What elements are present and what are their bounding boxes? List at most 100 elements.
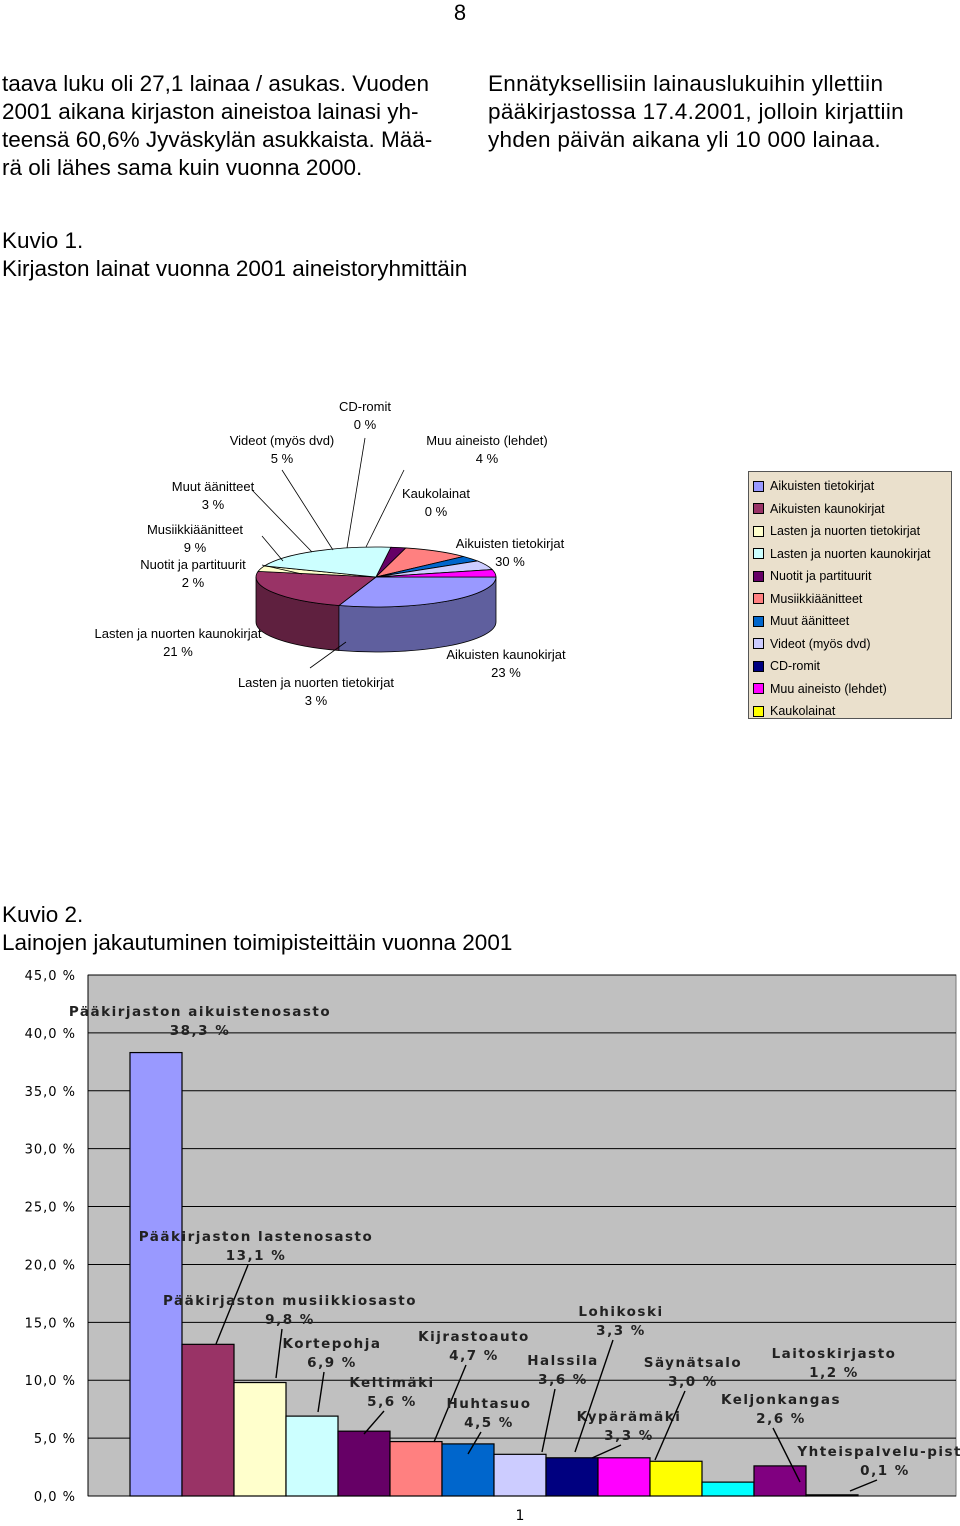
bar-label-value: 3,3 % <box>604 1428 654 1444</box>
legend-item: Muu aineisto (lehdet) <box>753 678 951 701</box>
y-tick-label: 40,0 % <box>25 1027 76 1042</box>
text-line: 2001 aikana kirjaston aineistoa lainasi … <box>2 99 419 124</box>
figure1-title: Kirjaston lainat vuonna 2001 aineistoryh… <box>2 256 468 281</box>
pie-leader-line <box>261 535 284 562</box>
bar-label-name: Keljonkangas <box>721 1392 841 1408</box>
bar <box>753 1465 807 1497</box>
bar <box>389 1440 443 1497</box>
legend-swatch <box>753 593 764 605</box>
text-line: Ennätyksellisiin lainauslukuihin ylletti… <box>488 71 884 96</box>
pie-slice <box>375 569 497 578</box>
legend-swatch <box>753 660 764 672</box>
bar-label-value: 2,6 % <box>756 1411 806 1427</box>
bar <box>545 1457 599 1497</box>
pie-label-value: 30 % <box>495 554 525 569</box>
bar <box>597 1457 651 1497</box>
y-tick-label: 20,0 % <box>25 1258 76 1273</box>
bar-label-name: Kijrastoauto <box>418 1329 530 1345</box>
pie-label-name: Muut äänitteet <box>172 479 255 494</box>
text-line: yhden päivän aikana yli 10 000 lainaa. <box>488 127 881 152</box>
bar-label-leader <box>215 1264 249 1345</box>
pie-leader-line <box>346 437 366 549</box>
legend-item: Lasten ja nuorten kaunokirjat <box>753 543 951 566</box>
text-line: taava luku oli 27,1 lainaa / asukas. Vuo… <box>2 71 429 96</box>
pie-leader-line <box>309 641 347 669</box>
pie-label-name: Lasten ja nuorten tietokirjat <box>238 675 394 690</box>
bar-label-value: 13,1 % <box>226 1248 287 1264</box>
legend-item: CD-romit <box>753 655 951 678</box>
legend-label: Lasten ja nuorten kaunokirjat <box>770 546 931 561</box>
pie-label-name: CD-romit <box>339 399 391 414</box>
pie-label-name: Videot (myös dvd) <box>230 433 335 448</box>
bar-label-value: 1,2 % <box>809 1365 859 1381</box>
bar-label-leader <box>541 1388 556 1453</box>
bar-label-leader <box>363 1410 385 1435</box>
y-tick-label: 30,0 % <box>25 1143 76 1158</box>
legend-item: Nuotit ja partituurit <box>753 565 951 588</box>
figure1-number: Kuvio 1. <box>2 228 84 253</box>
legend-swatch <box>753 548 764 560</box>
legend-swatch <box>753 570 764 582</box>
legend-label: Aikuisten tietokirjat <box>770 479 875 494</box>
pie-slice <box>337 576 497 608</box>
bar-label-leader <box>849 1479 878 1492</box>
pie-label-name: Muu aineisto (lehdet) <box>426 433 547 448</box>
bar <box>337 1430 391 1497</box>
pie-label-value: 0 % <box>354 417 377 432</box>
legend-item: Videot (myös dvd) <box>753 633 951 656</box>
legend-label: Lasten ja nuorten tietokirjat <box>770 524 921 539</box>
bar <box>285 1415 339 1497</box>
bar <box>805 1494 859 1497</box>
pie-leader-line <box>281 469 334 551</box>
bar-label-name: Yhteispalvelu-piste <box>796 1444 960 1460</box>
bar <box>441 1443 495 1497</box>
legend-swatch <box>753 503 764 515</box>
legend-label: Nuotit ja partituurit <box>770 569 872 584</box>
legend-swatch <box>753 525 764 537</box>
bar-label-value: 0,1 % <box>860 1463 910 1479</box>
bar-label-value: 5,6 % <box>367 1394 417 1410</box>
legend-item: Muut äänitteet <box>753 610 951 633</box>
legend-item: Lasten ja nuorten tietokirjat <box>753 520 951 543</box>
bar-label-value: 4,5 % <box>464 1415 514 1431</box>
x-tick-label: 1 <box>516 1508 525 1524</box>
bar-label-name: Pääkirjaston musiikkiosasto <box>163 1293 417 1309</box>
legend-swatch <box>753 638 764 650</box>
pie-label-name: Aikuisten kaunokirjat <box>446 647 566 662</box>
bar-label-name: Keltimäki <box>349 1375 434 1391</box>
pie-label-value: 9 % <box>184 540 207 555</box>
legend-item: Aikuisten tietokirjat <box>753 475 951 498</box>
bar-label-value: 3,0 % <box>668 1374 718 1390</box>
pie-label-name: Lasten ja nuorten kaunokirjat <box>95 626 262 641</box>
bar <box>129 1051 183 1497</box>
pie-slice <box>263 546 392 578</box>
body-text-left: taava luku oli 27,1 lainaa / asukas. Vuo… <box>2 70 452 182</box>
pie-leader-line <box>251 489 313 553</box>
bar-label-name: Säynätsalo <box>644 1355 742 1371</box>
pie-chart: Aikuisten tietokirjat 30 % Aikuisten kauno… <box>95 399 566 708</box>
y-tick-label: 35,0 % <box>25 1085 76 1100</box>
text-line: teensä 60,6% Jyväskylän asukkaista. Mää- <box>2 127 433 152</box>
bar <box>233 1381 287 1497</box>
bar-label-value: 3,6 % <box>538 1372 588 1388</box>
bar-label-name: Lohikoski <box>578 1304 663 1320</box>
pie-label-value: 3 % <box>202 497 225 512</box>
legend-swatch <box>753 480 764 492</box>
legend-item: Musiikkiäänitteet <box>753 588 951 611</box>
body-text-right: Ennätyksellisiin lainauslukuihin ylletti… <box>488 70 948 154</box>
bar-label-name: Laitoskirjasto <box>772 1346 897 1362</box>
pie-leader-line <box>261 564 303 575</box>
page-number: 8 <box>453 0 467 25</box>
legend-label: Aikuisten kaunokirjat <box>770 501 885 516</box>
y-tick-label: 0,0 % <box>34 1490 76 1505</box>
y-tick-label: 5,0 % <box>34 1432 76 1447</box>
pie-label-value: 23 % <box>491 665 521 680</box>
bar-label-name: Pääkirjaston aikuistenosasto <box>69 1004 331 1020</box>
legend-label: Kaukolainat <box>770 704 836 719</box>
bar-label-leader <box>591 1444 622 1459</box>
bar-label-leader <box>772 1427 801 1483</box>
legend-label: Muut äänitteet <box>770 614 850 629</box>
y-tick-label: 10,0 % <box>25 1374 76 1389</box>
y-tick-label: 25,0 % <box>25 1201 76 1216</box>
pie-legend: Aikuisten tietokirjat Aikuisten kaunokirj… <box>748 471 952 719</box>
